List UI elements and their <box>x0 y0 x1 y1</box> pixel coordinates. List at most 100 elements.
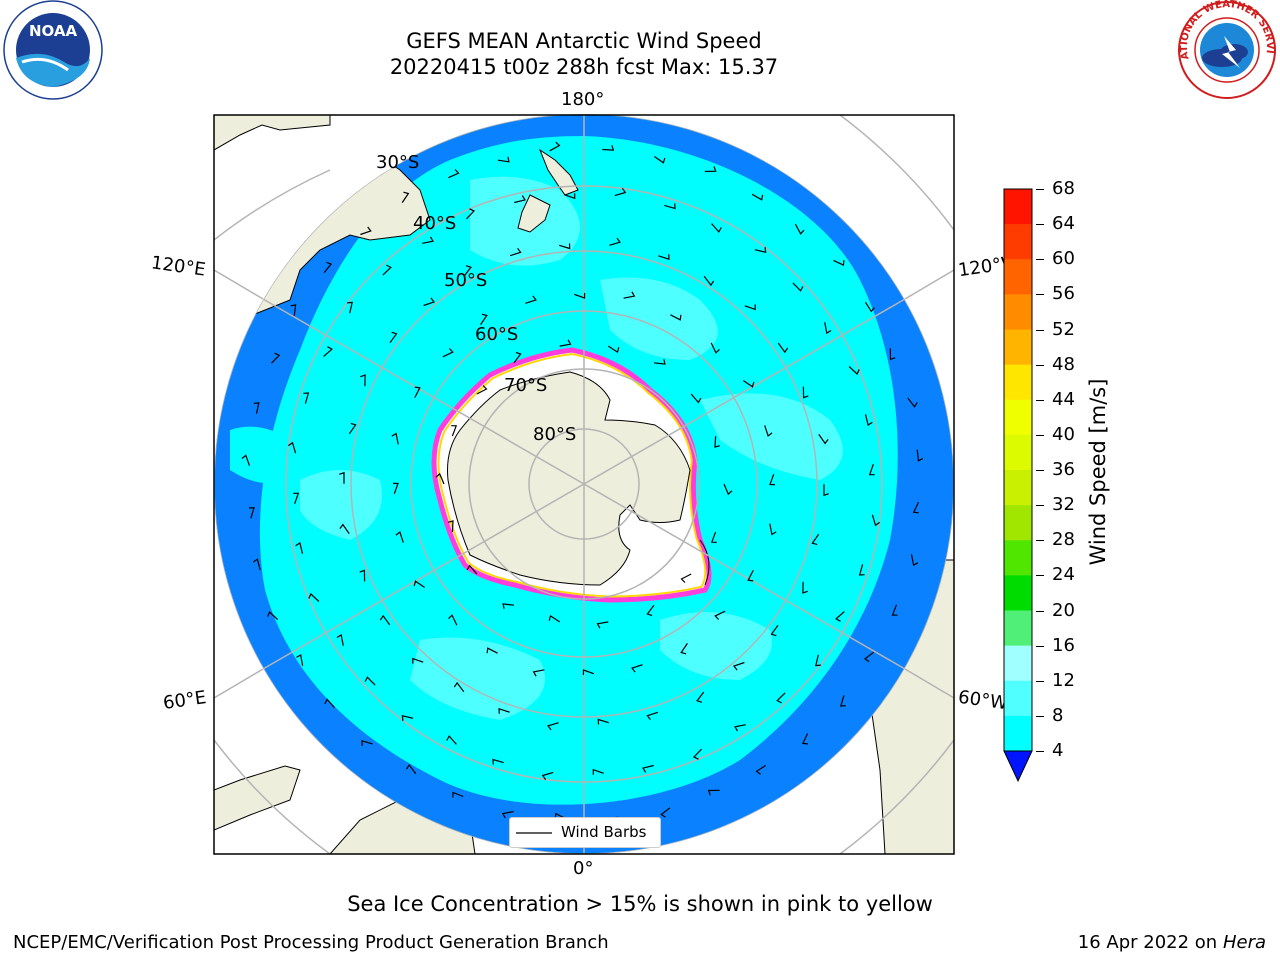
colorbar-tick-label: 44 <box>1052 388 1075 410</box>
wind-barb <box>452 791 464 798</box>
wind-barb <box>811 533 820 546</box>
land-new-zealand-north <box>538 148 579 196</box>
colorbar-segment <box>1004 575 1032 611</box>
colorbar-segment <box>1004 259 1032 295</box>
colorbar-tick-label: 20 <box>1052 599 1075 621</box>
colorbar-tick-label: 68 <box>1052 178 1075 199</box>
wind-barb <box>680 643 688 655</box>
wind-barb <box>513 351 522 364</box>
wind-barb <box>818 434 829 445</box>
colorbar-segment <box>1004 715 1032 752</box>
colorbar-segment <box>1004 294 1032 330</box>
legend-line-icon <box>516 832 552 834</box>
wind-barb <box>646 604 655 617</box>
wind-barb <box>498 707 510 714</box>
footer-date: 16 Apr 2022 on <box>1077 932 1223 953</box>
colorbar-segment <box>1004 364 1032 401</box>
wind-barb <box>492 758 504 765</box>
land-antarctica <box>447 371 691 586</box>
footer-host: Hera <box>1222 932 1266 953</box>
wind-barb <box>423 297 435 307</box>
wind-barb <box>769 473 776 486</box>
wind-barb <box>293 492 300 504</box>
colorbar-tick-label: 36 <box>1052 459 1075 480</box>
nws-logo-icon: NATIONAL WEATHER SERVICE <box>1176 0 1276 99</box>
wind-barb <box>733 661 745 671</box>
wind-barb <box>547 722 559 731</box>
wind-barb <box>597 718 609 725</box>
legend-label: Wind Barbs <box>561 823 647 841</box>
wind-barb <box>714 610 726 620</box>
colorbar-tick-mark <box>1036 645 1044 647</box>
noaa-logo-icon: NOAA <box>3 0 103 100</box>
wind-barb <box>252 558 261 571</box>
wind-barb <box>776 692 786 704</box>
wind-barb <box>448 520 454 532</box>
colorbar-tick-mark <box>1036 470 1044 471</box>
wind-barb <box>514 195 526 204</box>
wind-barb <box>532 669 545 677</box>
wind-barb <box>802 581 808 594</box>
wind-barb <box>754 247 767 253</box>
wind-barb <box>323 261 333 273</box>
wind-barb <box>290 304 297 316</box>
wind-barb <box>596 621 609 629</box>
wind-barb <box>707 789 720 796</box>
footer-left: NCEP/EMC/Verification Post Processing Pr… <box>13 932 609 953</box>
wind-barb <box>271 352 281 364</box>
colorbar <box>1003 188 1033 783</box>
wind-barb <box>703 275 715 287</box>
wind-barb <box>347 301 353 314</box>
wind-barb <box>858 564 865 576</box>
wind-barb <box>912 502 920 514</box>
colorbar-segment <box>1004 399 1032 436</box>
colorbar-segment <box>1004 434 1032 471</box>
wind-barb <box>549 141 561 152</box>
wind-barb <box>414 386 421 398</box>
wind-barb <box>448 614 458 626</box>
wind-barb <box>453 681 465 693</box>
wind-barb <box>308 592 320 602</box>
wind-barb <box>751 193 764 201</box>
wind-barb <box>815 654 821 667</box>
colorbar-tick-mark <box>1036 294 1044 296</box>
colorbar-tick-label: 28 <box>1052 529 1075 551</box>
colorbar-tick-label: 64 <box>1052 213 1075 235</box>
wind-barb <box>692 748 702 760</box>
wind-barb <box>361 739 373 746</box>
wind-barb <box>296 654 304 666</box>
colorbar-tick-mark <box>1036 364 1044 366</box>
colorbar-tick-label: 40 <box>1052 423 1075 445</box>
colorbar-tick-mark <box>1036 259 1044 261</box>
colorbar-extend-arrow <box>1003 750 1033 783</box>
colorbar-tick-label: 60 <box>1052 248 1075 270</box>
wind-barb <box>602 145 615 151</box>
wind-barb <box>573 292 586 299</box>
wind-barb <box>764 425 773 437</box>
wind-barb <box>476 385 488 395</box>
wind-barb <box>631 664 643 673</box>
wind-barb <box>509 247 522 257</box>
land-corner-bottom-left <box>214 765 301 854</box>
colorbar-tick-label: 24 <box>1052 564 1075 586</box>
colorbar-tick-label: 56 <box>1052 283 1075 305</box>
wind-barb <box>564 193 576 200</box>
colorbar-tick-mark <box>1036 751 1044 752</box>
wind-barb <box>607 345 620 354</box>
wind-barb <box>401 191 410 203</box>
colorbar-tick-mark <box>1036 610 1044 612</box>
colorbar-segment <box>1004 540 1032 576</box>
legend-box: Wind Barbs <box>509 817 661 848</box>
wind-barb <box>463 265 472 277</box>
wind-barb <box>654 156 666 164</box>
wind-barb <box>696 691 705 703</box>
noaa-logo-text: NOAA <box>29 22 78 40</box>
map-frame <box>213 114 955 855</box>
wind-barb <box>714 436 720 448</box>
wind-barb <box>614 188 627 197</box>
wind-barb <box>770 624 779 637</box>
colorbar-tick-mark <box>1036 575 1044 577</box>
wind-barb <box>501 810 514 819</box>
wind-barb <box>405 763 417 775</box>
wind-barb <box>548 614 561 623</box>
